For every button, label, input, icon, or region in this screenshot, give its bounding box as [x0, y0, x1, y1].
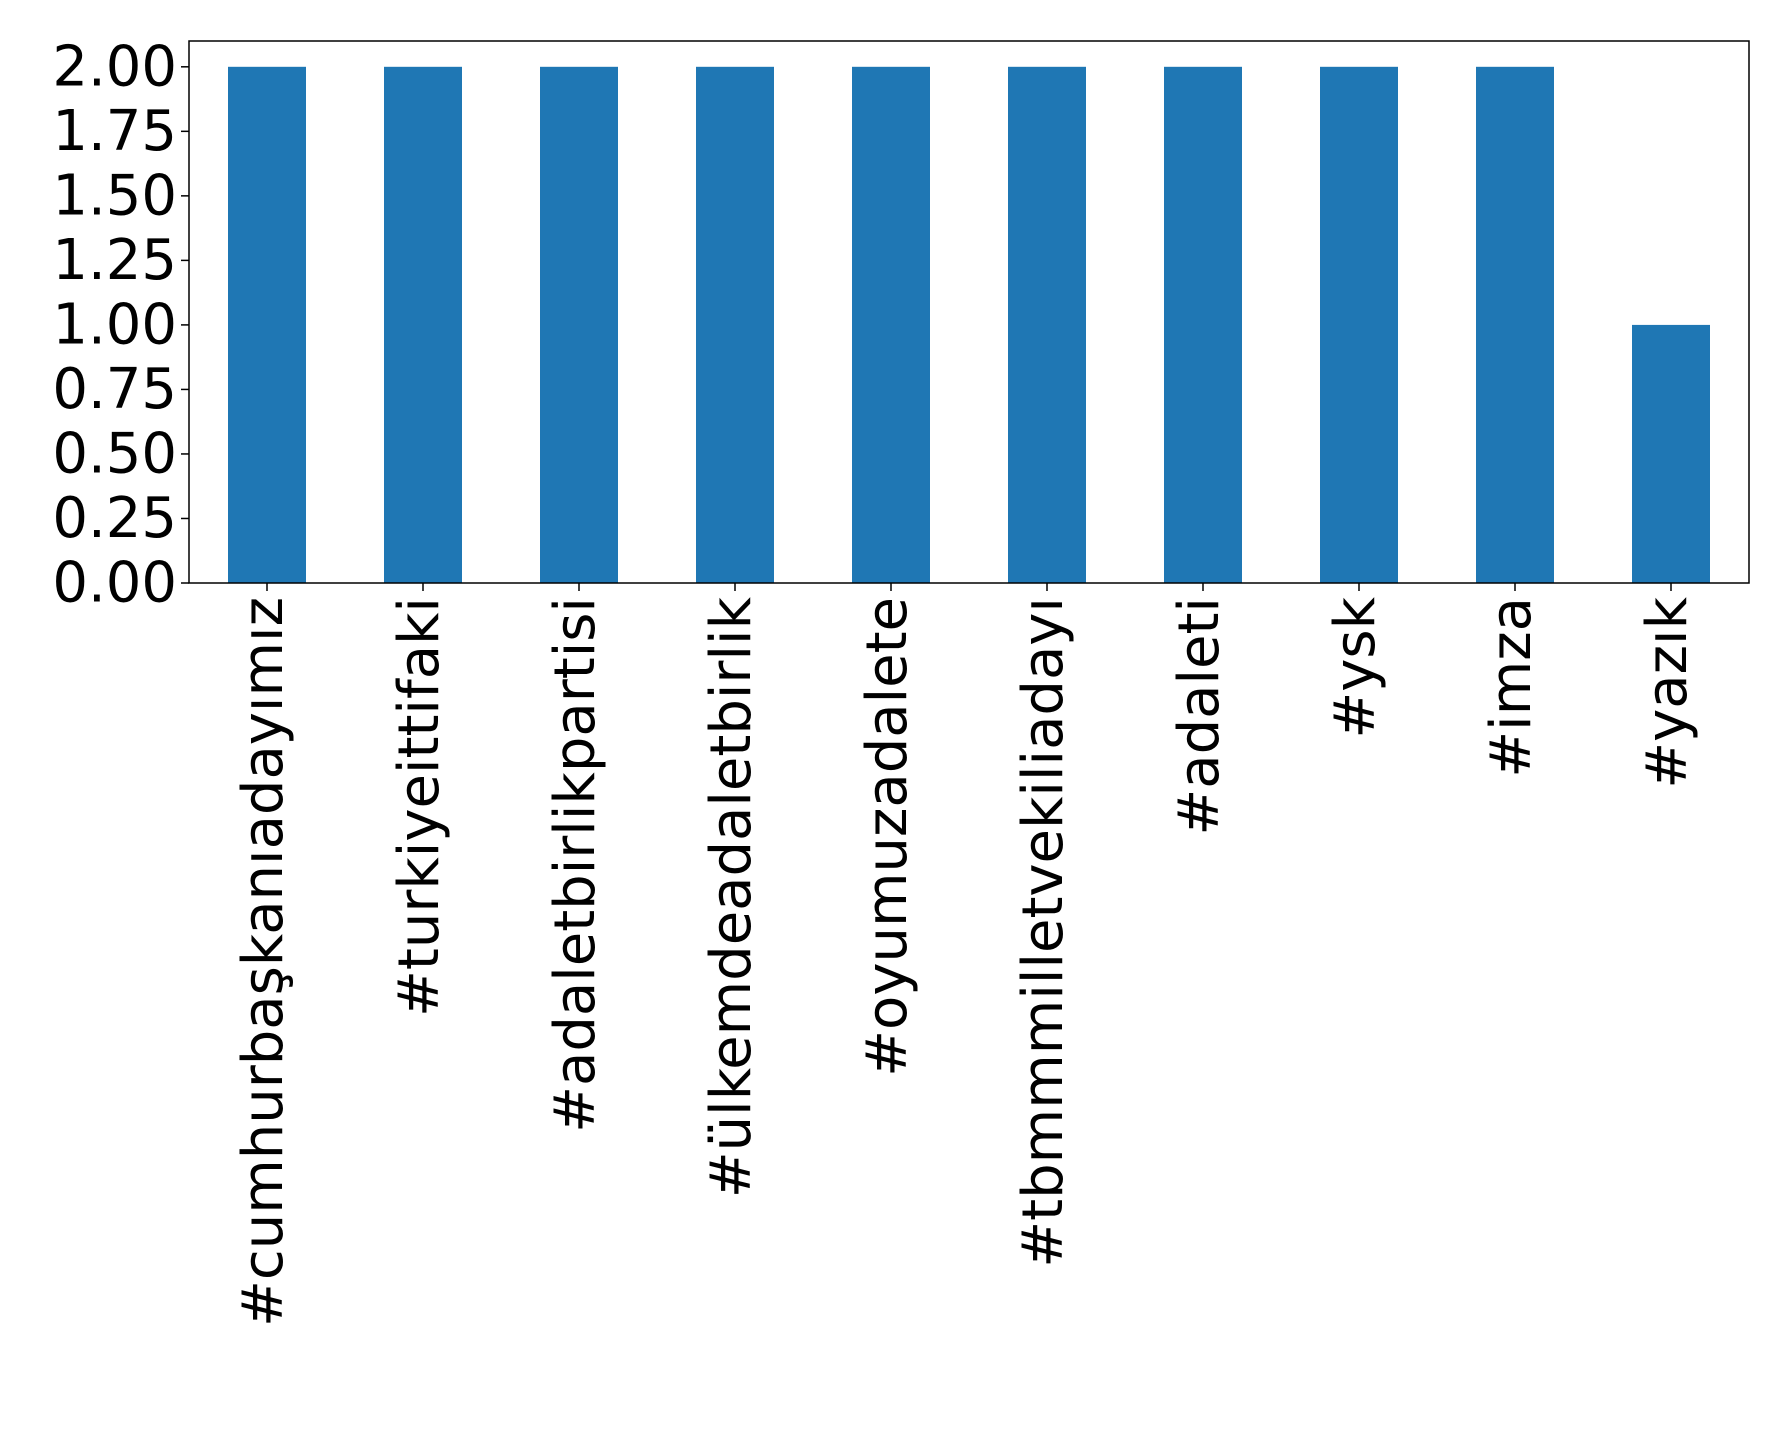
bar — [852, 66, 930, 584]
y-tick-label: 1.25 — [52, 228, 177, 293]
y-tick-label: 0.25 — [52, 486, 177, 551]
x-tick-label: #adaletbirlikpartisi — [543, 597, 608, 1133]
y-tick-label: 0.75 — [52, 357, 177, 422]
x-tick-label: #cumhurbaşkanıadayımız — [231, 597, 296, 1327]
y-tick-label: 1.75 — [52, 99, 177, 164]
bar — [1632, 324, 1710, 583]
x-tick-label: #ülkemdeadaletbirlik — [699, 596, 764, 1198]
y-tick-label: 1.50 — [52, 163, 177, 228]
y-tick-label: 1.00 — [52, 292, 177, 357]
bar — [1476, 66, 1554, 584]
x-tick-label: #ysk — [1323, 596, 1388, 738]
bar — [1008, 66, 1086, 584]
x-tick-label: #turkiyeittifaki — [387, 597, 452, 1017]
bar — [228, 66, 306, 584]
x-tick-label: #tbmmmilletvekiliadayı — [1011, 597, 1076, 1268]
bar — [1320, 66, 1398, 584]
y-tick-label: 2.00 — [52, 34, 177, 99]
x-tick-label: #yazık — [1635, 596, 1700, 788]
x-tick-label: #oyumuzadalete — [855, 597, 920, 1077]
bar — [384, 66, 462, 584]
bar — [1164, 66, 1242, 584]
x-tick-label: #imza — [1479, 597, 1544, 778]
x-tick-label: #adaleti — [1167, 597, 1232, 836]
y-tick-label: 0.00 — [52, 551, 177, 616]
bar — [540, 66, 618, 584]
y-tick-label: 0.50 — [52, 421, 177, 486]
plot-frame — [188, 40, 1750, 584]
bar — [696, 66, 774, 584]
